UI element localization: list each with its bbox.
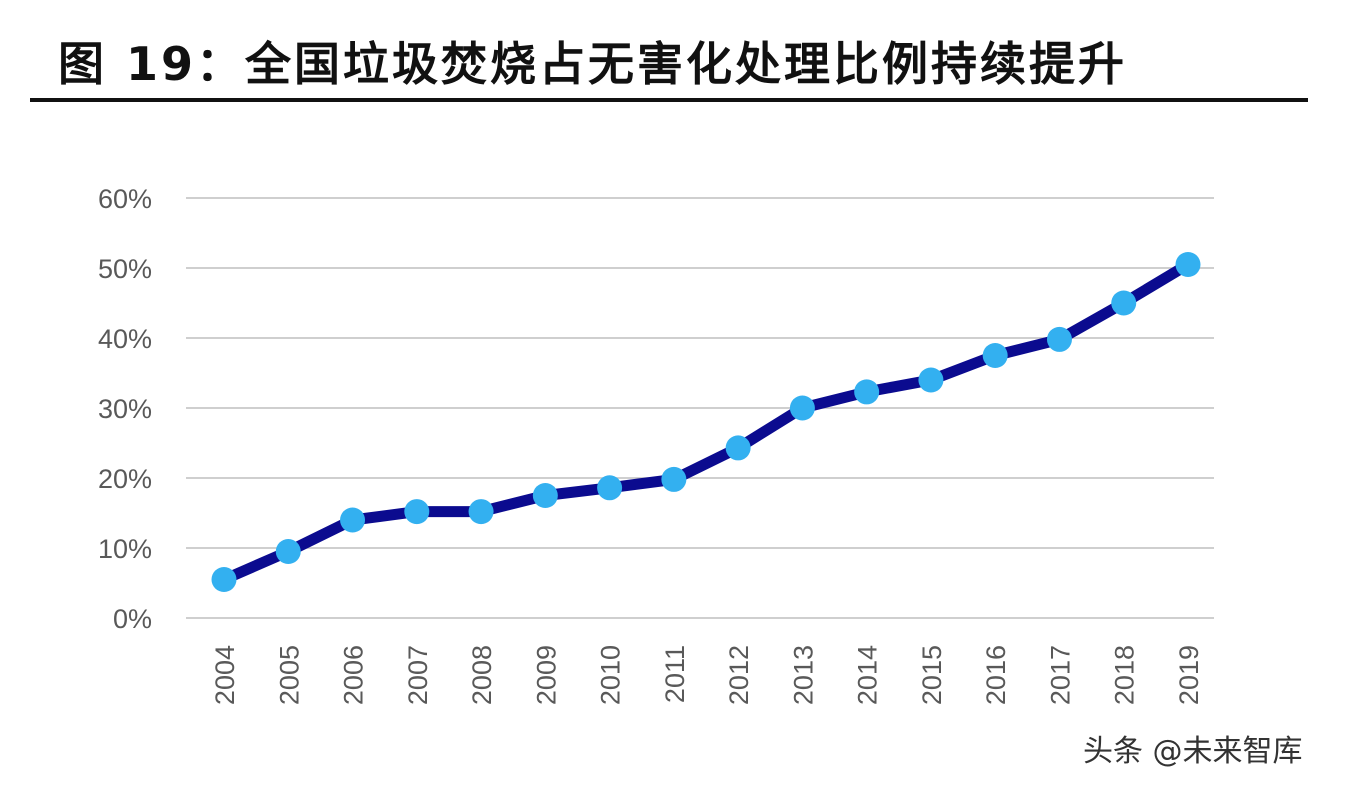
x-tick-label: 2008: [467, 645, 497, 705]
series-points: [211, 252, 1201, 592]
x-tick-label: 2017: [1045, 645, 1075, 705]
data-point: [340, 507, 366, 533]
y-tick-label: 20%: [98, 464, 152, 494]
data-point: [982, 343, 1008, 368]
data-point: [854, 379, 880, 405]
x-axis-tick-labels: 2004 2005 2006 2007 2008 2009 2010 2011 2012 2013…: [210, 645, 1204, 705]
data-point: [597, 475, 623, 501]
x-tick-label: 2005: [274, 645, 304, 705]
data-point: [725, 435, 751, 461]
x-tick-label: 2012: [724, 645, 754, 705]
x-tick-label: 2009: [531, 645, 561, 705]
y-tick-label: 60%: [98, 184, 152, 214]
x-tick-label: 2011: [660, 645, 690, 703]
x-tick-label: 2015: [917, 645, 947, 705]
data-point: [1046, 326, 1072, 352]
data-point: [789, 395, 815, 421]
x-tick-label: 2019: [1174, 645, 1204, 705]
data-point: [661, 466, 687, 492]
data-point: [468, 499, 494, 525]
gridlines: [186, 197, 1214, 619]
page-title: 图 19：全国垃圾焚烧占无害化处理比例持续提升: [58, 37, 1128, 91]
data-point: [1111, 290, 1137, 316]
x-tick-label: 2018: [1110, 645, 1140, 705]
data-point: [275, 539, 301, 564]
y-tick-label: 50%: [98, 254, 152, 284]
y-tick-label: 40%: [98, 324, 152, 354]
y-tick-label: 10%: [98, 534, 152, 564]
x-tick-label: 2013: [788, 645, 818, 705]
y-tick-label: 30%: [98, 394, 152, 424]
data-point: [1175, 252, 1201, 277]
data-point: [918, 367, 944, 393]
x-tick-label: 2006: [339, 645, 369, 705]
x-tick-label: 2010: [596, 645, 626, 705]
series-line-layer: [218, 259, 1194, 585]
x-tick-label: 2007: [403, 645, 433, 705]
series-line: [218, 259, 1194, 585]
watermark: 头条 @未来智库: [1083, 734, 1303, 769]
data-point: [404, 499, 430, 525]
x-tick-label: 2014: [853, 645, 883, 705]
data-point: [532, 483, 558, 508]
y-axis-tick-labels: 0% 10% 20% 30% 40% 50% 60%: [98, 184, 152, 634]
y-tick-label: 0%: [113, 604, 152, 634]
x-tick-label: 2004: [210, 645, 240, 705]
data-point: [211, 567, 237, 592]
x-tick-label: 2016: [981, 645, 1011, 705]
title-divider: [30, 98, 1308, 102]
